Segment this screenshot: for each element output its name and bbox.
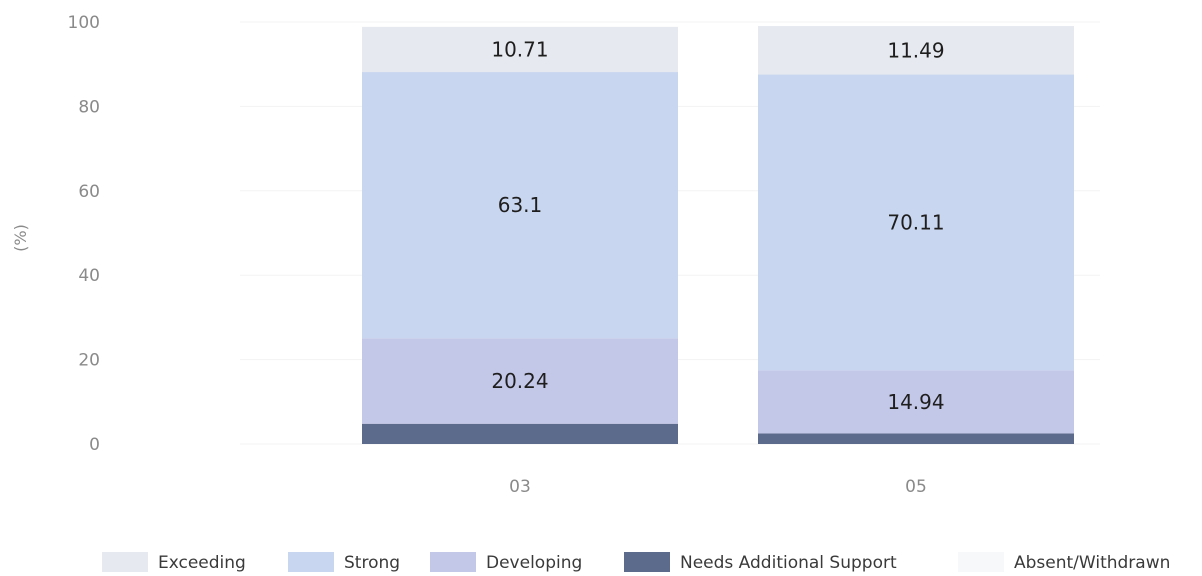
data-label: 63.1 xyxy=(498,193,543,217)
data-label: 10.71 xyxy=(491,37,548,61)
data-label: 70.11 xyxy=(887,210,944,234)
data-label: 14.94 xyxy=(887,390,944,414)
legend-swatch xyxy=(102,552,148,572)
legend-swatch xyxy=(288,552,334,572)
legend-label: Strong xyxy=(344,553,400,573)
legend-swatch xyxy=(430,552,476,572)
legend-swatch xyxy=(958,552,1004,572)
y-tick-label: 0 xyxy=(89,435,100,455)
bar-segment-exceeding-03 xyxy=(362,26,678,73)
legend-label: Needs Additional Support xyxy=(680,553,897,573)
y-tick-label: 100 xyxy=(68,13,100,33)
x-tick-label: 05 xyxy=(905,477,927,497)
y-tick-label: 60 xyxy=(78,182,100,202)
bar-segment-needs-additional-support-03 xyxy=(362,423,678,444)
data-label: 20.24 xyxy=(491,369,548,393)
legend-label: Absent/Withdrawn xyxy=(1014,553,1170,573)
legend-label: Developing xyxy=(486,553,582,573)
bar-segment-exceeding-05 xyxy=(758,26,1074,75)
data-label: 11.49 xyxy=(887,38,944,62)
bar-segment-developing-05 xyxy=(758,370,1074,434)
y-axis-label: (%) xyxy=(11,224,30,252)
legend-label: Exceeding xyxy=(158,553,246,573)
x-tick-label: 03 xyxy=(509,477,531,497)
bar-segment-strong-05 xyxy=(758,74,1074,371)
y-tick-label: 20 xyxy=(78,351,100,371)
bar-segment-strong-03 xyxy=(362,72,678,339)
y-tick-label: 40 xyxy=(78,266,100,286)
bar-segment-needs-additional-support-05 xyxy=(758,433,1074,444)
y-tick-label: 80 xyxy=(78,97,100,117)
legend-swatch xyxy=(624,552,670,572)
bar-segment-developing-03 xyxy=(362,338,678,424)
